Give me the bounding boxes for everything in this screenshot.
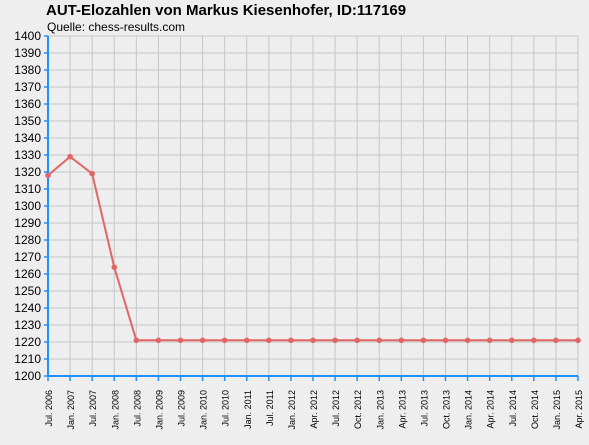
- data-point: [243, 337, 250, 344]
- x-tick-label: Oct. 2012: [353, 390, 363, 429]
- data-point: [199, 337, 206, 344]
- x-tick-label: Jan. 2007: [66, 390, 76, 430]
- x-tick-label: Jan. 2011: [243, 390, 253, 429]
- y-tick-label: 1390: [14, 46, 41, 60]
- data-point: [45, 172, 51, 179]
- data-point: [354, 337, 360, 344]
- data-point: [486, 337, 493, 344]
- axes: [44, 35, 579, 381]
- data-point: [89, 170, 95, 177]
- data-point: [575, 337, 581, 344]
- x-tick-label: Apr. 2015: [574, 390, 584, 429]
- data-point: [288, 337, 294, 344]
- x-tick-label: Jul. 2013: [419, 390, 429, 427]
- y-tick-label: 1210: [14, 352, 41, 366]
- data-point: [464, 337, 471, 344]
- x-tick-label: Jan. 2014: [464, 390, 474, 430]
- x-tick-label: Oct. 2013: [442, 390, 452, 429]
- y-tick-label: 1290: [14, 216, 41, 230]
- data-point: [67, 153, 73, 160]
- y-tick-label: 1220: [14, 335, 41, 349]
- series: [45, 153, 581, 344]
- x-tick-label: Jul. 2014: [508, 390, 518, 427]
- y-tick-label: 1250: [14, 284, 41, 298]
- y-tick-label: 1330: [14, 148, 41, 162]
- x-tick-label: Jan. 2015: [552, 390, 562, 430]
- data-point: [553, 337, 559, 344]
- data-point: [310, 337, 316, 344]
- tick-labels: 1200 1210 1220 1230 1240 1250 1260 1270 1280 1290…: [14, 29, 584, 430]
- x-tick-label: Jul. 2007: [88, 390, 98, 427]
- x-tick-label: Jul. 2009: [177, 390, 187, 427]
- data-point: [398, 337, 405, 344]
- y-tick-label: 1270: [14, 250, 41, 264]
- x-tick-label: Jul. 2011: [265, 390, 275, 426]
- x-tick-label: Apr. 2012: [309, 390, 319, 429]
- x-tick-label: Jul. 2010: [221, 390, 231, 427]
- y-tick-label: 1400: [14, 29, 41, 43]
- y-tick-label: 1260: [14, 267, 41, 281]
- data-point: [332, 337, 338, 344]
- y-tick-label: 1350: [14, 114, 41, 128]
- data-point: [531, 337, 537, 344]
- data-point: [177, 337, 184, 344]
- data-point: [111, 264, 118, 271]
- y-tick-label: 1200: [14, 369, 41, 383]
- data-point: [420, 337, 427, 344]
- y-tick-label: 1320: [14, 165, 41, 179]
- x-tick-label: Oct. 2014: [530, 390, 540, 429]
- y-tick-label: 1380: [14, 63, 41, 77]
- data-point: [376, 337, 383, 344]
- data-point: [508, 337, 515, 344]
- y-tick-label: 1300: [14, 199, 41, 213]
- x-tick-label: Jan. 2009: [154, 390, 164, 430]
- x-tick-label: Jul. 2006: [44, 390, 54, 427]
- data-point: [155, 337, 162, 344]
- y-tick-label: 1360: [14, 97, 41, 111]
- y-tick-label: 1230: [14, 318, 41, 332]
- y-tick-label: 1280: [14, 233, 41, 247]
- x-tick-label: Jan. 2013: [375, 390, 385, 430]
- y-tick-label: 1310: [14, 182, 41, 196]
- x-tick-label: Jul. 2008: [132, 390, 142, 427]
- x-tick-label: Apr. 2014: [486, 390, 496, 429]
- data-point: [221, 337, 228, 344]
- x-tick-label: Jan. 2008: [110, 390, 120, 430]
- chart-subtitle: Quelle: chess-results.com: [47, 20, 186, 34]
- x-tick-label: Jul. 2012: [331, 390, 341, 427]
- y-tick-label: 1340: [14, 131, 41, 145]
- grid-lines: [47, 35, 579, 377]
- data-point: [133, 337, 140, 344]
- data-point: [442, 337, 449, 344]
- y-tick-label: 1240: [14, 301, 41, 315]
- x-tick-label: Apr. 2013: [397, 390, 407, 429]
- y-tick-label: 1370: [14, 80, 41, 94]
- chart-title: AUT-Elozahlen von Markus Kiesenhofer, ID…: [46, 2, 407, 19]
- x-tick-label: Jan. 2010: [199, 390, 209, 430]
- data-point: [266, 337, 272, 344]
- x-tick-label: Jan. 2012: [287, 390, 297, 430]
